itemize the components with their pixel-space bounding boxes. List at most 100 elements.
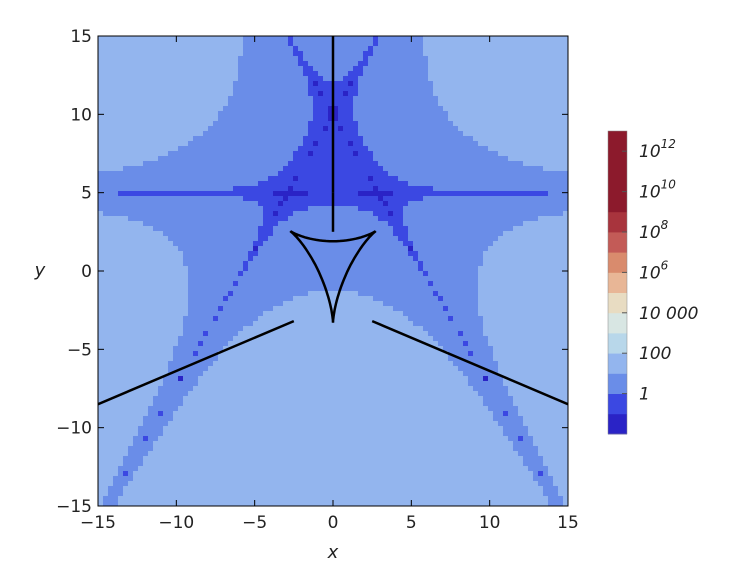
contour-cell (228, 266, 234, 272)
contour-cell (293, 101, 299, 107)
contour-cell (528, 276, 534, 282)
contour-cell (223, 161, 229, 167)
contour-cell (173, 56, 179, 62)
contour-cell (513, 211, 519, 217)
contour-cell (518, 131, 524, 137)
contour-cell (548, 176, 554, 182)
contour-cell (373, 96, 379, 102)
contour-cell (393, 51, 399, 57)
contour-cell (348, 36, 354, 42)
contour-cell (338, 46, 344, 52)
contour-cell (378, 176, 384, 182)
contour-cell (318, 116, 324, 122)
contour-cell (343, 76, 349, 82)
contour-cell (198, 281, 204, 287)
contour-cell (328, 276, 334, 282)
contour-cell (248, 201, 254, 207)
contour-cell (198, 201, 204, 207)
contour-cell (343, 286, 349, 292)
contour-cell (328, 161, 334, 167)
contour-cell (553, 241, 559, 247)
contour-cell (323, 226, 329, 232)
contour-cell (238, 251, 244, 257)
contour-cell (308, 41, 314, 47)
contour-cell (163, 226, 169, 232)
contour-cell (298, 286, 304, 292)
contour-cell (393, 266, 399, 272)
contour-cell (158, 46, 164, 52)
contour-cell (343, 116, 349, 122)
contour-cell (478, 246, 484, 252)
contour-cell (523, 201, 529, 207)
contour-cell (273, 116, 279, 122)
contour-cell (328, 61, 334, 67)
contour-cell (558, 121, 564, 127)
contour-cell (388, 66, 394, 72)
contour-cell (213, 146, 219, 152)
contour-cell (423, 66, 429, 72)
contour-cell (458, 111, 464, 117)
contour-cell (418, 141, 424, 147)
contour-cell (443, 171, 449, 177)
contour-cell (298, 146, 304, 152)
contour-cell (328, 256, 334, 262)
contour-cell (113, 161, 119, 167)
contour-cell (423, 221, 429, 227)
contour-cell (288, 186, 294, 192)
contour-cell (368, 241, 374, 247)
contour-cell (493, 121, 499, 127)
contour-cell (393, 41, 399, 47)
contour-cell (518, 191, 524, 197)
contour-cell (113, 86, 119, 92)
contour-cell (548, 281, 554, 287)
contour-cell (168, 81, 174, 87)
contour-cell (378, 256, 384, 262)
contour-cell (183, 261, 189, 267)
contour-cell (418, 211, 424, 217)
contour-cell (393, 261, 399, 267)
contour-cell (523, 181, 529, 187)
contour-cell (483, 61, 489, 67)
contour-cell (223, 201, 229, 207)
contour-cell (288, 246, 294, 252)
contour-cell (473, 176, 479, 182)
contour-cell (123, 216, 129, 222)
contour-cell (453, 61, 459, 67)
contour-cell (338, 251, 344, 257)
contour-cell (103, 276, 109, 282)
contour-cell (503, 261, 509, 267)
contour-cell (518, 116, 524, 122)
contour-cell (383, 296, 389, 302)
contour-cell (508, 136, 514, 142)
contour-cell (108, 126, 114, 132)
contour-cell (463, 66, 469, 72)
contour-cell (398, 201, 404, 207)
contour-cell (468, 36, 474, 42)
contour-cell (208, 291, 214, 297)
contour-cell (428, 286, 434, 292)
contour-cell (108, 251, 114, 257)
contour-cell (383, 266, 389, 272)
contour-cell (333, 121, 339, 127)
contour-cell (118, 186, 124, 192)
contour-cell (443, 156, 449, 162)
contour-cell (188, 226, 194, 232)
contour-cell (123, 271, 129, 277)
contour-cell (353, 281, 359, 287)
contour-cell (503, 151, 509, 157)
contour-cell (133, 56, 139, 62)
contour-cell (233, 176, 239, 182)
contour-cell (493, 211, 499, 217)
contour-cell (458, 76, 464, 82)
contour-cell (133, 191, 139, 197)
contour-cell (363, 291, 369, 297)
contour-cell (443, 166, 449, 172)
contour-cell (478, 236, 484, 242)
contour-cell (263, 141, 269, 147)
contour-cell (233, 86, 239, 92)
contour-cell (478, 136, 484, 142)
contour-cell (448, 91, 454, 97)
contour-cell (213, 56, 219, 62)
contour-cell (328, 296, 334, 302)
contour-cell (273, 56, 279, 62)
